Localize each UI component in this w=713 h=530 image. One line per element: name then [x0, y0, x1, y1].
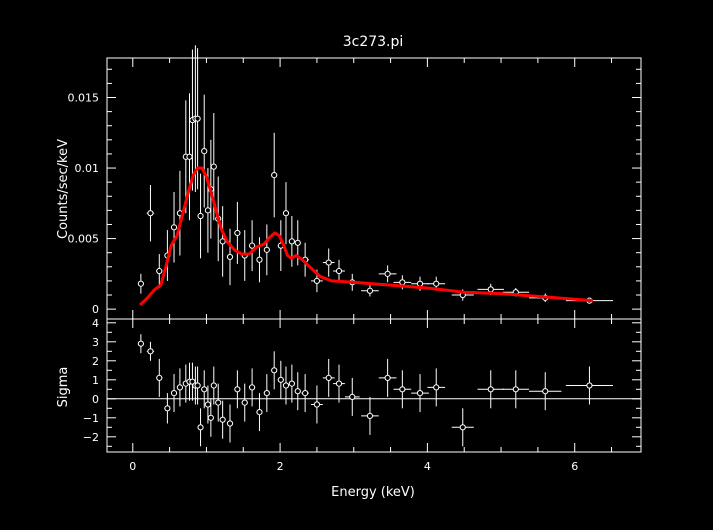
- x-tick-label: 4: [424, 460, 431, 473]
- data-point: [204, 207, 212, 214]
- y-tick-label: 3: [92, 336, 99, 349]
- data-point: [234, 386, 241, 393]
- data-point: [416, 390, 424, 397]
- data-point: [226, 253, 234, 261]
- data-point: [349, 393, 356, 400]
- data-point: [366, 287, 374, 294]
- data-point: [288, 238, 295, 245]
- data-point: [219, 238, 226, 245]
- top-y-axis-label: Counts/sec/keV: [56, 139, 71, 239]
- data-point: [176, 384, 184, 391]
- data-point: [137, 340, 144, 347]
- data-point: [249, 384, 256, 391]
- data-point: [282, 210, 290, 217]
- y-tick-label: 1: [92, 374, 99, 387]
- data-point: [256, 409, 263, 416]
- data-point: [325, 259, 332, 266]
- data-point: [313, 401, 321, 408]
- data-point: [512, 386, 519, 393]
- data-point: [542, 388, 549, 395]
- data-point: [586, 382, 593, 389]
- data-point: [219, 416, 226, 423]
- data-point: [256, 256, 263, 263]
- data-point: [366, 412, 374, 419]
- y-tick-label: 0.01: [75, 162, 100, 175]
- spectrum-panel: 0 0.005 0.01 0.015: [68, 45, 642, 320]
- plot-frame: [106, 318, 642, 453]
- x-tick-label: 0: [129, 460, 136, 473]
- y-tick-label: −1: [83, 412, 99, 425]
- data-point: [384, 270, 391, 277]
- y-tick-label: 0.015: [68, 92, 100, 105]
- data-point: [170, 390, 178, 397]
- data-point: [277, 376, 284, 383]
- chart-title: 3c273.pi: [343, 34, 404, 50]
- y-tick-label: 0: [92, 393, 99, 406]
- data-point: [399, 279, 406, 286]
- data-point: [210, 163, 217, 170]
- data-point: [197, 424, 204, 431]
- data-point: [271, 367, 278, 374]
- y-tick-label: 0: [92, 303, 99, 316]
- bottom-y-axis-label: Sigma: [56, 367, 71, 408]
- data-point: [313, 277, 321, 285]
- data-point: [210, 382, 217, 389]
- data-point: [263, 390, 270, 397]
- data-point: [194, 382, 201, 389]
- data-point: [459, 424, 466, 431]
- data-point: [487, 286, 494, 293]
- y-tick-label: 0.005: [68, 233, 100, 246]
- data-point: [201, 386, 208, 393]
- data-point: [201, 148, 208, 155]
- data-point: [288, 380, 295, 387]
- data-point: [170, 224, 178, 231]
- data-point: [335, 267, 343, 275]
- data-point: [294, 388, 301, 395]
- x-tick-label: 6: [571, 460, 578, 473]
- data-point: [137, 280, 144, 287]
- data-point: [147, 348, 154, 355]
- data-point: [325, 374, 332, 381]
- y-tick-label: 4: [92, 317, 99, 330]
- data-point: [207, 414, 214, 421]
- data-point: [416, 280, 424, 287]
- y-tick-label: 2: [92, 355, 99, 368]
- x-axis-label: Energy (keV): [331, 485, 415, 500]
- data-point: [271, 171, 278, 179]
- data-point: [241, 399, 248, 406]
- data-point: [294, 239, 301, 246]
- data-point: [204, 401, 212, 408]
- data-point: [215, 399, 222, 406]
- data-point: [249, 242, 256, 249]
- data-point: [302, 390, 309, 397]
- data-point: [335, 380, 343, 387]
- model-curve: [139, 166, 594, 306]
- data-point: [156, 267, 163, 275]
- data-point: [164, 405, 171, 412]
- data-point: [194, 115, 201, 122]
- data-point: [156, 374, 163, 381]
- data-point: [384, 374, 391, 381]
- data-point: [186, 153, 193, 160]
- data-point: [226, 420, 234, 427]
- data-point: [282, 382, 290, 389]
- residual-panel: 0 2 4 6 −2 −1 0 1 2 3 4: [83, 317, 642, 473]
- y-tick-label: −2: [83, 431, 99, 444]
- x-tick-label: 2: [277, 460, 284, 473]
- data-point: [263, 246, 270, 253]
- data-point: [147, 210, 154, 217]
- data-point: [399, 386, 406, 393]
- data-point: [487, 386, 494, 393]
- data-point: [197, 212, 204, 220]
- data-point: [433, 280, 440, 287]
- data-point: [234, 229, 241, 237]
- data-point: [433, 384, 440, 391]
